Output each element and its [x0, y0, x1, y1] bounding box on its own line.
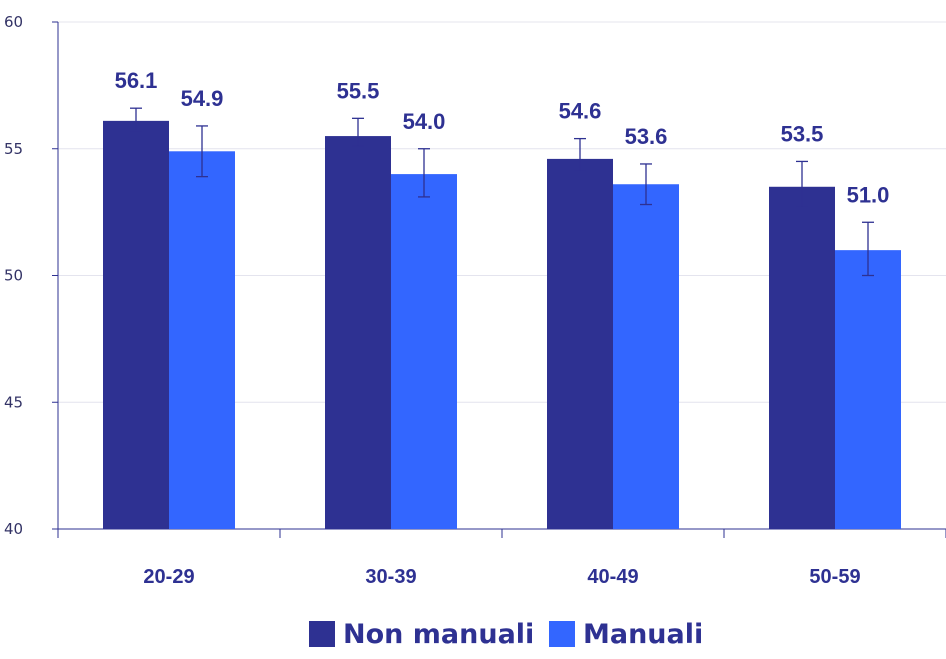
- bar: [769, 186, 835, 529]
- data-label: 51.0: [847, 182, 890, 207]
- bar: [169, 151, 235, 529]
- bar: [547, 158, 613, 529]
- y-tick-label: 45: [4, 393, 23, 411]
- x-tick-label: 40-49: [587, 566, 638, 588]
- bar: [613, 184, 679, 530]
- legend-label: Non manuali: [343, 619, 534, 650]
- legend-swatch: [309, 621, 335, 647]
- data-label: 53.6: [625, 124, 668, 149]
- data-label: 56.1: [115, 68, 158, 93]
- bar: [391, 174, 457, 529]
- y-tick-label: 50: [4, 267, 23, 285]
- legend-label: Manuali: [583, 619, 703, 650]
- bar: [835, 250, 901, 529]
- data-labels: 56.1 54.9 55.5 54.0 54.6 53.6 53.5 51.0: [115, 68, 890, 207]
- y-tick-label: 40: [4, 520, 23, 538]
- y-tick-label: 60: [4, 13, 23, 31]
- y-tick-label: 55: [4, 140, 23, 158]
- x-tick-label: 50-59: [809, 566, 860, 588]
- legend: Non manuali Manuali: [309, 619, 703, 650]
- data-label: 55.5: [337, 78, 380, 103]
- x-tick-label: 20-29: [143, 566, 194, 588]
- x-tick-label: 30-39: [365, 566, 416, 588]
- bar: [103, 120, 169, 530]
- legend-swatch: [549, 621, 575, 647]
- data-label: 54.9: [181, 86, 224, 111]
- data-label: 53.5: [781, 121, 824, 146]
- axes: 40 45 50 55 60 20-29 30-39 40-49 50-59: [4, 13, 946, 588]
- error-bars: [130, 107, 874, 277]
- data-label: 54.0: [403, 109, 446, 134]
- bar: [325, 136, 391, 529]
- data-label: 54.6: [559, 99, 602, 124]
- bars: [103, 120, 901, 530]
